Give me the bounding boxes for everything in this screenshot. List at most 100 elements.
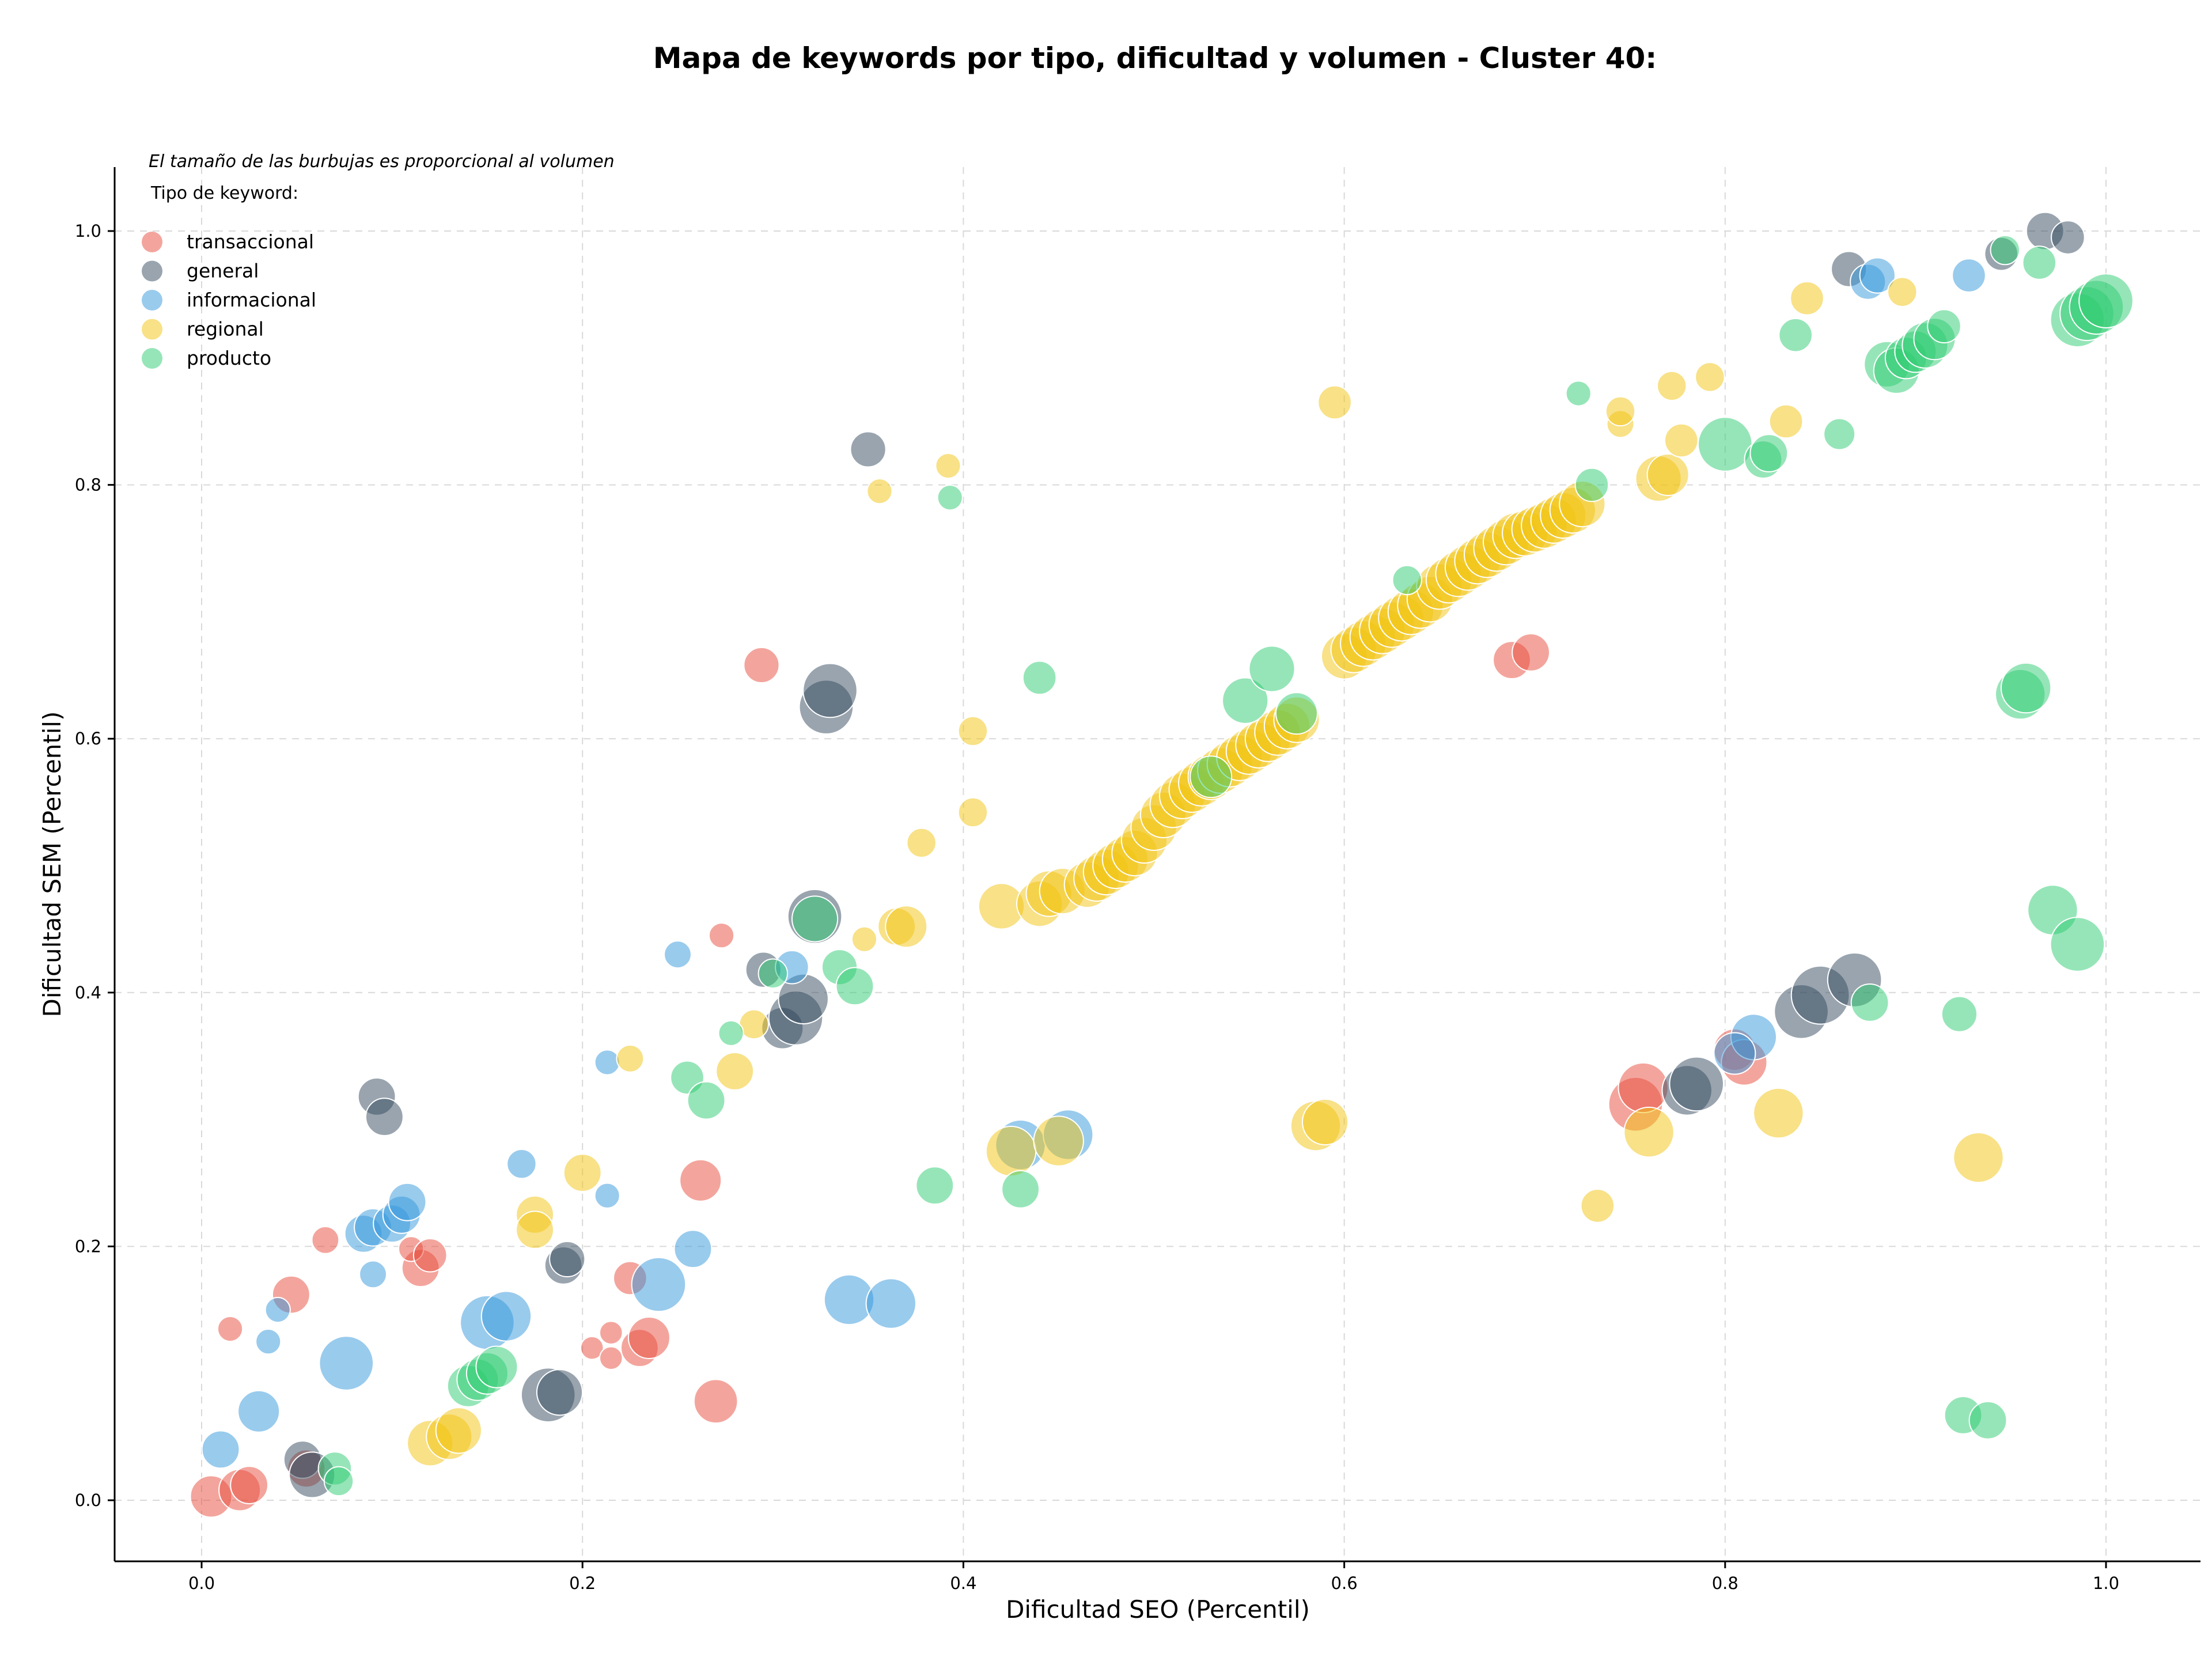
x-tick-label: 0.6: [1331, 1573, 1358, 1593]
bubble-producto: [2022, 245, 2057, 280]
y-tick-label: 0.0: [75, 1490, 101, 1510]
legend-marker-regional: [142, 319, 162, 340]
bubble-general: [1669, 1056, 1725, 1112]
bubble-informacional: [664, 940, 692, 969]
bubble-regional: [1768, 404, 1804, 439]
bubble-regional: [906, 827, 937, 858]
bubble-regional: [1953, 1132, 2004, 1183]
bubble-producto: [687, 1081, 726, 1120]
bubble-transaccional: [599, 1346, 623, 1371]
bubble-producto: [1275, 692, 1318, 735]
series-transaccional: [190, 633, 1768, 1518]
bubble-producto: [937, 485, 963, 511]
bubble-producto: [1927, 309, 1961, 344]
legend: Tipo de keyword: transaccional general inf…: [142, 183, 316, 369]
y-axis-title: Dificultad SEM (Percentil): [38, 712, 66, 1017]
bubble-regional: [957, 716, 988, 747]
legend-label-producto: producto: [187, 347, 271, 369]
bubble-general: [850, 431, 887, 468]
bubble-regional: [1646, 453, 1690, 496]
bubble-informacional: [1713, 1032, 1756, 1075]
bubble-producto: [718, 1020, 744, 1046]
bubble-informacional: [506, 1149, 537, 1179]
bubble-regional: [1657, 370, 1687, 401]
y-tick-label: 0.6: [75, 729, 101, 748]
bubble-regional: [957, 797, 988, 828]
x-tick-label: 0.8: [1712, 1573, 1738, 1593]
bubble-producto: [1001, 1170, 1040, 1209]
legend-label-informacional: informacional: [187, 289, 316, 311]
bubble-transaccional: [743, 646, 780, 684]
bubble-regional: [1605, 396, 1636, 427]
series-general: [283, 211, 2085, 1499]
bubble-transaccional: [311, 1225, 340, 1254]
bubble-producto: [757, 958, 789, 989]
bubble-general: [802, 663, 858, 718]
bubble-informacional: [594, 1182, 620, 1209]
bubble-informacional: [359, 1260, 387, 1289]
bubble-producto: [1565, 380, 1592, 407]
bubble-producto: [791, 895, 839, 943]
size-note: El tamaño de las burbujas es proporciona…: [149, 152, 615, 172]
bubble-producto: [1778, 317, 1813, 353]
bubble-general: [2051, 220, 2085, 255]
bubble-producto: [2050, 917, 2105, 972]
axes: [113, 167, 2200, 1562]
bubble-producto: [835, 967, 874, 1006]
bubble-producto: [1698, 417, 1753, 472]
series-regional: [407, 277, 2004, 1467]
bubble-producto: [1222, 677, 1269, 724]
bubble-producto: [1574, 467, 1609, 502]
bubble-transaccional: [679, 1159, 722, 1202]
legend-marker-general: [142, 260, 162, 282]
bubble-regional: [1033, 1115, 1084, 1167]
bubble-informacional: [319, 1335, 374, 1391]
bubble-informacional: [594, 1049, 620, 1076]
bubble-producto: [1248, 645, 1296, 693]
bubble-transaccional: [599, 1321, 623, 1345]
bubble-regional: [1623, 1106, 1675, 1158]
bubble-regional: [1887, 277, 1918, 307]
bubble-regional: [616, 1044, 645, 1073]
bubble-regional: [985, 1125, 1037, 1177]
bubble-producto: [1190, 755, 1233, 799]
bubble-producto: [1941, 996, 1978, 1032]
bubble-informacional: [1859, 257, 1896, 294]
bubble-producto: [1968, 1401, 2008, 1440]
legend-marker-informacional: [142, 290, 162, 311]
bubble-producto: [1022, 660, 1057, 695]
legend-label-general: general: [187, 260, 259, 282]
bubble-transaccional: [412, 1238, 448, 1273]
bubble-producto: [1990, 234, 2020, 266]
bubble-general: [549, 1240, 586, 1278]
bubble-transaccional: [230, 1466, 269, 1504]
series-informacional: [201, 257, 1986, 1469]
bubble-informacional: [255, 1329, 282, 1355]
bubble-producto: [2000, 662, 2052, 714]
series-producto: [317, 234, 2134, 1497]
bubble-regional: [935, 452, 961, 479]
bubble-regional: [885, 905, 928, 948]
ticks: 0.0 0.0 0.2 0.2 0.4 0.4 0.6 0.6 0.8 0.8 1.0 1.0: [75, 221, 2119, 1593]
bubble-producto: [1392, 565, 1422, 596]
bubble-regional: [866, 478, 893, 505]
bubble-regional: [1790, 281, 1824, 316]
bubble-informacional: [631, 1257, 687, 1312]
x-tick-label: 0.2: [569, 1573, 596, 1593]
bubble-transaccional: [708, 922, 735, 949]
bubble-regional: [1317, 385, 1352, 420]
bubble-informacional: [388, 1182, 427, 1221]
bubble-transaccional: [1618, 1062, 1669, 1114]
chart-title: Mapa de keywords por tipo, dificultad y …: [653, 41, 1657, 75]
bubble-transaccional: [1512, 633, 1550, 672]
bubble-transaccional: [693, 1379, 738, 1424]
y-tick-label: 0.4: [75, 983, 101, 1002]
bubble-regional: [851, 926, 878, 952]
bubble-regional: [563, 1153, 602, 1193]
bubble-producto: [915, 1166, 955, 1205]
bubble-informacional: [201, 1430, 240, 1469]
bubble-producto: [475, 1345, 518, 1388]
bubble-transaccional: [627, 1316, 671, 1360]
